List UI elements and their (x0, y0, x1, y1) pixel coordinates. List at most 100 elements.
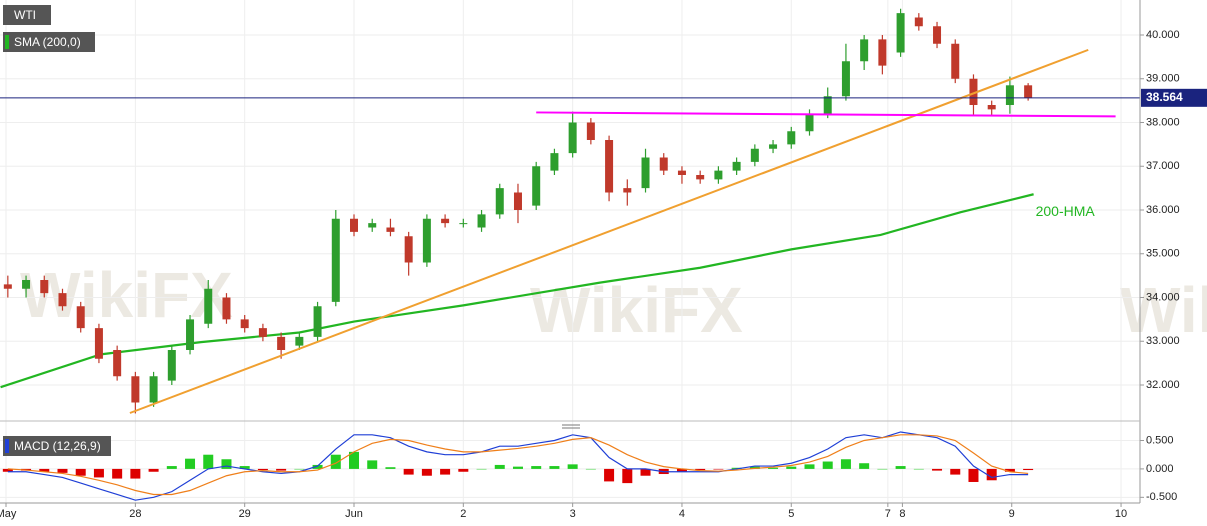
hma-line (0, 193, 1034, 389)
histogram-bar (549, 466, 560, 469)
candle-body (532, 166, 541, 206)
candle-body (641, 157, 650, 189)
histogram-bar (257, 468, 268, 471)
candle-body (586, 122, 595, 140)
histogram-bar (804, 464, 815, 469)
histogram-bar (476, 468, 487, 470)
candle-body (823, 96, 832, 114)
histogram-bar (367, 460, 378, 469)
x-tick-label: 28 (129, 508, 141, 520)
y-tick-label: 39.000 (1146, 73, 1180, 85)
candle-body (94, 328, 103, 359)
x-tick-label: 10 (1115, 508, 1127, 520)
candle-body (732, 161, 741, 171)
candle-body (987, 105, 996, 110)
histogram-bar (531, 466, 542, 469)
histogram-bar (640, 468, 651, 476)
histogram-bar (1023, 468, 1034, 471)
histogram-bar (166, 466, 177, 469)
candle-body (568, 122, 577, 154)
x-tick-label: 4 (679, 508, 685, 520)
histogram-bar (148, 468, 159, 472)
trend-line (129, 48, 1089, 414)
histogram-bar (877, 468, 888, 470)
x-tick-label: 29 (239, 508, 251, 520)
y-tick-label: 35.000 (1146, 248, 1180, 260)
line-annotation: 200-HMA (1036, 203, 1096, 219)
legend-bg (3, 32, 95, 52)
histogram-bar (585, 468, 596, 470)
macd-line (7, 434, 1029, 496)
histogram-bar (239, 466, 250, 469)
histogram-bar (676, 468, 687, 472)
x-tick-label: May (0, 508, 17, 520)
candle-body (969, 78, 978, 105)
y-tick-label: 38.000 (1146, 116, 1180, 128)
candle-body (714, 170, 723, 180)
watermark: WikiFX (530, 274, 743, 346)
histogram-bar (276, 468, 287, 471)
candle-body (841, 61, 850, 97)
candle-body (441, 218, 450, 224)
candle-body (677, 170, 686, 175)
histogram-bar (859, 463, 870, 469)
candle-body (878, 39, 887, 66)
y-tick-label: -0.500 (1146, 491, 1177, 503)
histogram-bar (294, 468, 305, 470)
badge-bg (3, 436, 111, 456)
x-tick-label: 9 (1009, 508, 1015, 520)
histogram-bar (39, 468, 50, 472)
candle-body (951, 43, 960, 79)
candle-body (805, 113, 814, 132)
histogram-bar (604, 468, 615, 482)
candle-body (404, 236, 413, 263)
candle-body (659, 157, 668, 171)
watermark: WikiFX (20, 259, 233, 331)
histogram-bar (330, 454, 341, 469)
candle-body (22, 280, 31, 289)
x-tick-label: 5 (788, 508, 794, 520)
candle-body (240, 319, 249, 329)
title-badge: WTI (3, 5, 51, 25)
x-tick-label: 2 (460, 508, 466, 520)
y-tick-label: 34.000 (1146, 291, 1180, 303)
y-tick-label: 32.000 (1146, 379, 1180, 391)
histogram-bar (713, 468, 724, 470)
watermark-layer: WikiFX WikiFX WikiFX (20, 259, 1207, 346)
macd-line (7, 431, 1029, 501)
chart-title: WTI (14, 8, 36, 22)
candle-body (295, 336, 304, 346)
candle-body (933, 26, 942, 44)
y-tick-label: 0.000 (1146, 463, 1174, 475)
histogram-bar (312, 464, 323, 469)
candle-body (113, 350, 122, 377)
candle-body (258, 328, 267, 337)
legend-swatch (5, 439, 9, 453)
histogram-bar (385, 467, 396, 469)
candle-body (277, 336, 286, 350)
candle-body (204, 288, 213, 324)
candle-body (58, 293, 67, 307)
candle-body (149, 376, 158, 403)
histogram-bar (203, 454, 214, 469)
histogram-bar (932, 468, 943, 471)
axes-layer: May 28 29 Jun 2 3 4 5 7 8 9 10 32.000 33.000 34.000 35.… (0, 29, 1207, 520)
candle-body (605, 140, 614, 193)
legend-swatch (5, 35, 9, 49)
plot-layer: 200-HMA (0, 8, 1140, 501)
histogram-bar (986, 468, 997, 481)
histogram-bar (913, 468, 924, 470)
candle-body (331, 218, 340, 302)
trend-line (536, 111, 1116, 118)
macd-badge: MACD (12,26,9) (3, 436, 111, 456)
candle-body (896, 13, 905, 53)
histogram-bar (349, 451, 360, 469)
candle-body (914, 17, 923, 27)
histogram-bar (1004, 468, 1015, 472)
candle-body (386, 227, 395, 232)
pane-handle[interactable] (562, 424, 580, 429)
histogram-bar (221, 459, 232, 469)
candle-body (368, 223, 377, 228)
